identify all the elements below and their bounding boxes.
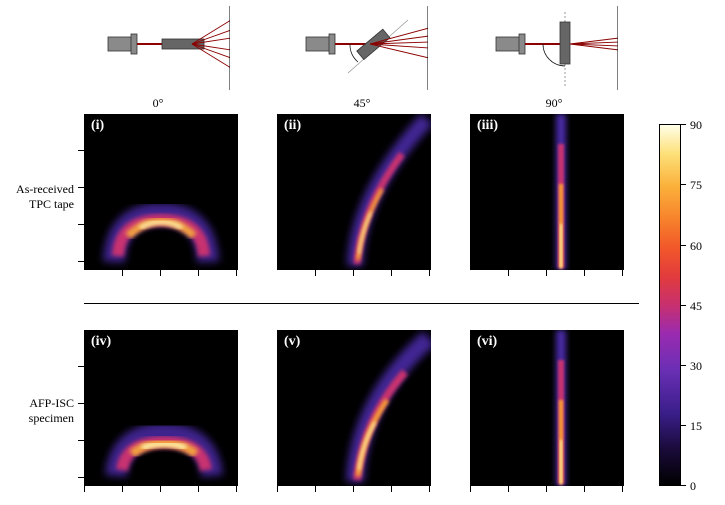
detector-housing [107,36,133,52]
x-ticks-bottom-row [84,486,624,492]
y-ticks-top [78,114,84,270]
scan-panel-i: (i) [84,114,238,270]
colorbar-tick [681,485,686,486]
scattered-ray [569,41,620,45]
colorbar-tick [681,245,686,246]
scattered-ray [569,43,620,51]
colorbar-tick [681,184,686,185]
pattern-curve [347,114,431,267]
scattered-ray [369,43,430,49]
scattered-ray [191,29,232,45]
row-label-line: TPC tape [29,197,74,211]
panel-label: (v) [284,334,301,349]
diagram-0deg [100,0,233,95]
scattered-ray [569,43,620,47]
sample [161,38,205,50]
scan-panel-v: (v) [277,330,431,486]
colorbar [659,124,681,486]
diagram-90deg [488,0,621,95]
schematic-45deg [305,6,431,90]
colorbar-label: 30 [690,359,702,373]
detector-housing [305,36,331,52]
angle-label-0: 0° [152,96,164,110]
colorbar-label: 0 [690,479,696,493]
panel-label: (vi) [477,334,498,349]
pattern-arc [103,202,219,263]
detector-housing [495,36,521,52]
scan-panel-iii: (iii) [470,114,624,270]
diagram-45deg [298,0,431,95]
scattered-ray [191,43,232,51]
colorbar-label: 45 [690,299,702,313]
detector-flange [130,33,138,55]
panel-label: (i) [91,118,105,133]
colorbar-label: 90 [690,118,702,132]
colorbar-label: 15 [690,419,702,433]
angle-label-45: 45° [353,96,371,110]
scattered-ray [369,41,430,45]
panel-label: (iv) [91,334,112,349]
colorbar-label: 60 [690,239,702,253]
detector-flange [328,33,336,55]
pattern-streak [556,114,566,270]
scattered-ray [191,37,232,45]
panel-label: (ii) [284,118,302,133]
row-label-line: specimen [28,411,74,425]
angle-label-90: 90° [545,96,563,110]
colorbar-tick [681,425,686,426]
scattered-ray [191,43,232,69]
scattered-ray [369,35,430,45]
scattered-ray [191,19,232,45]
row-label-line: AFP-ISC [29,396,74,410]
x-ticks-top-row [84,270,624,276]
angle-arc [349,43,359,63]
pattern-curve [346,331,431,483]
detector-flange [518,33,526,55]
scan-panel-vi: (vi) [470,330,624,486]
schematic-0deg [107,6,233,90]
row-label-line: As-received [16,182,74,196]
scattered-ray [569,37,620,45]
scan-panel-ii: (ii) [277,114,431,270]
colorbar-tick [681,305,686,306]
colorbar-tick [681,124,686,125]
colorbar-label: 75 [690,178,702,192]
row-divider [84,303,639,304]
colorbar-tick [681,365,686,366]
row-label-specimen: AFP-ISC specimen [0,396,74,426]
angle-arc [542,43,566,67]
panel-label: (iii) [477,118,498,133]
scan-panel-iv: (iv) [84,330,238,486]
row-label-tape: As-received TPC tape [0,182,74,212]
y-ticks-bottom [78,330,84,486]
scattered-ray [369,27,430,45]
pattern-streak [556,330,566,486]
schematic-90deg [495,6,621,90]
pattern-arc [105,422,223,478]
scattered-ray [191,43,232,59]
sample [559,21,571,65]
scattered-ray [369,43,430,59]
